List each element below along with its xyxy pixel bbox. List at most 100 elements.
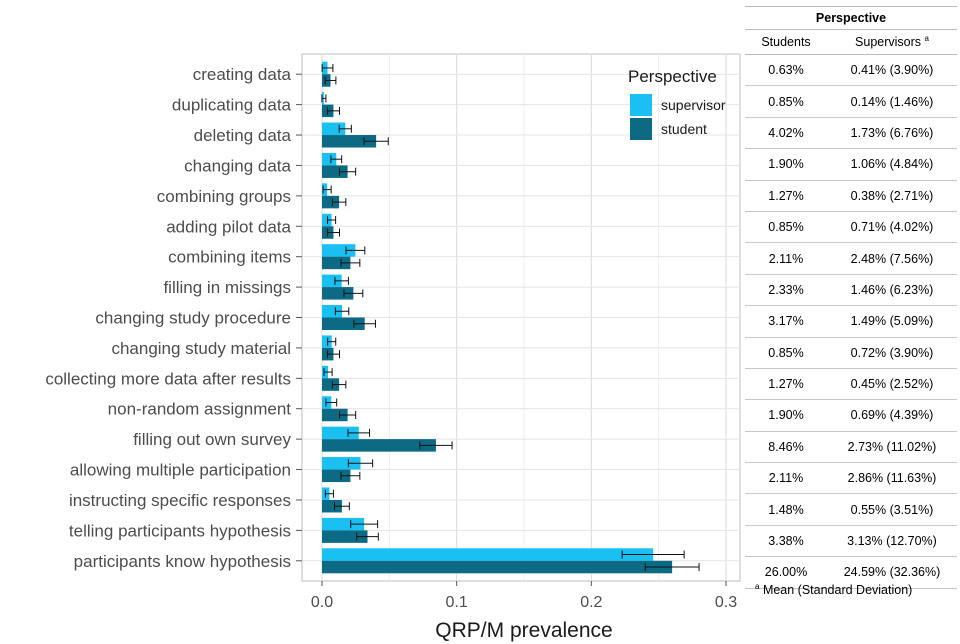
bar-supervisor-changing-data	[322, 152, 337, 166]
cell-students: 0.63%	[745, 54, 827, 87]
table-row: 3.38% 3.13% (12.70%)	[745, 525, 957, 558]
cell-supervisors: 2.73% (11.02%)	[827, 431, 957, 464]
cell-students: 3.17%	[745, 305, 827, 338]
cell-supervisors: 0.55% (3.51%)	[827, 493, 957, 526]
column-header-footnote-mark: a	[924, 34, 929, 44]
bar-chart: creating data duplicating data deleting da…	[45, 53, 741, 642]
table-row: 0.85% 0.14% (1.46%)	[745, 85, 957, 118]
category-labels: creating data duplicating data deleting da…	[45, 65, 302, 571]
bar-student-changing-data	[322, 165, 348, 178]
x-axis-title: QRP/M prevalence	[435, 619, 612, 642]
category-label-allowing-multiple-participation: allowing multiple participation	[70, 461, 291, 480]
prevalence-table: Perspective Students Supervisors a 0.63%…	[745, 6, 957, 589]
bar-student-collecting-more-data-after-results	[322, 378, 340, 391]
cell-supervisors: 1.46% (6.23%)	[827, 274, 957, 307]
table-row: 1.27% 0.45% (2.52%)	[745, 368, 957, 401]
error-bars	[321, 63, 700, 572]
category-label-instructing-specific-responses: instructing specific responses	[69, 491, 291, 510]
table-title: Perspective	[745, 6, 957, 30]
table-row: 4.02% 1.73% (6.76%)	[745, 117, 957, 150]
cell-supervisors: 24.59% (32.36%)	[827, 556, 957, 589]
cell-supervisors: 1.73% (6.76%)	[827, 117, 957, 150]
category-label-non-random-assignment: non-random assignment	[108, 400, 292, 419]
cell-supervisors: 3.13% (12.70%)	[827, 525, 957, 558]
table-row: 8.46% 2.73% (11.02%)	[745, 431, 957, 464]
category-label-combining-groups: combining groups	[157, 187, 291, 206]
bar-student-participants-know-hypothesis	[322, 560, 673, 574]
category-label-combining-items: combining items	[168, 248, 291, 267]
bar-supervisor-combining-items	[322, 244, 356, 257]
table-row: 2.33% 1.46% (6.23%)	[745, 274, 957, 307]
x-tick-label-0-2: 0.2	[580, 594, 602, 611]
category-label-deleting-data: deleting data	[194, 126, 292, 145]
bar-student-combining-groups	[322, 195, 340, 209]
cell-students: 8.46%	[745, 431, 827, 464]
category-label-duplicating-data: duplicating data	[172, 96, 292, 115]
table-body: 0.63% 0.41% (3.90%) 0.85% 0.14% (1.46%) 4.02…	[745, 54, 957, 589]
category-label-creating-data: creating data	[193, 65, 292, 84]
bar-supervisor-filling-out-own-survey	[322, 426, 359, 440]
cell-students: 1.48%	[745, 493, 827, 526]
category-label-collecting-more-data-after-results: collecting more data after results	[45, 369, 291, 388]
cell-students: 0.85%	[745, 85, 827, 118]
category-label-participants-know-hypothesis: participants know hypothesis	[74, 552, 291, 571]
cell-students: 1.90%	[745, 148, 827, 181]
legend-label-student: student	[661, 121, 707, 137]
table-row: 2.11% 2.86% (11.63%)	[745, 462, 957, 495]
cell-supervisors: 0.69% (4.39%)	[827, 399, 957, 432]
cell-supervisors: 0.71% (4.02%)	[827, 211, 957, 244]
cell-students: 1.90%	[745, 399, 827, 432]
category-label-changing-data: changing data	[184, 156, 291, 175]
cell-students: 4.02%	[745, 117, 827, 150]
x-tick-labels: 0.0 0.1 0.2 0.3	[311, 581, 737, 611]
bar-student-combining-items	[322, 256, 351, 270]
cell-supervisors: 2.48% (7.56%)	[827, 242, 957, 275]
cell-students: 1.27%	[745, 368, 827, 401]
bar-supervisor-allowing-multiple-participation	[322, 457, 361, 470]
legend-label-supervisor: supervisor	[661, 97, 726, 113]
cell-supervisors: 0.45% (2.52%)	[827, 368, 957, 401]
bar-supervisor-participants-know-hypothesis	[322, 548, 654, 561]
cell-supervisors: 0.72% (3.90%)	[827, 337, 957, 369]
bar-supervisor-telling-participants-hypothesis	[322, 517, 365, 531]
x-tick-label-0-1: 0.1	[446, 594, 468, 611]
table-row: 0.63% 0.41% (3.90%)	[745, 54, 957, 87]
cell-supervisors: 1.06% (4.84%)	[827, 148, 957, 181]
cell-students: 0.85%	[745, 337, 827, 369]
bar-supervisor-filling-in-missings	[322, 274, 342, 288]
table-row: 0.85% 0.71% (4.02%)	[745, 211, 957, 244]
bar-student-non-random-assignment	[322, 408, 348, 422]
cell-students: 3.38%	[745, 525, 827, 558]
bar-student-filling-out-own-survey	[322, 439, 436, 452]
bar-student-telling-participants-hypothesis	[322, 530, 368, 543]
footnote-mark: a	[755, 582, 760, 591]
cell-students: 0.85%	[745, 211, 827, 244]
cell-students: 2.33%	[745, 274, 827, 307]
cell-supervisors: 0.14% (1.46%)	[827, 85, 957, 118]
legend-key-student	[630, 118, 652, 140]
category-label-changing-study-procedure: changing study procedure	[95, 309, 291, 328]
column-header-students: Students	[745, 29, 827, 55]
bar-supervisor-changing-study-material	[322, 335, 332, 348]
bar-student-instructing-specific-responses	[322, 499, 342, 513]
category-label-changing-study-material: changing study material	[111, 339, 291, 358]
legend-title: Perspective	[628, 67, 717, 86]
bar-supervisor-adding-pilot-data	[322, 213, 332, 227]
cell-students: 1.27%	[745, 180, 827, 212]
table-row: 26.00% 24.59% (32.36%)	[745, 556, 957, 589]
bar-student-filling-in-missings	[322, 287, 354, 300]
table-row: 3.17% 1.49% (5.09%)	[745, 305, 957, 338]
cell-students: 2.11%	[745, 462, 827, 495]
table-row: 1.90% 0.69% (4.39%)	[745, 399, 957, 432]
table-row: 1.48% 0.55% (3.51%)	[745, 493, 957, 526]
cell-supervisors: 1.49% (5.09%)	[827, 305, 957, 338]
cell-supervisors: 0.38% (2.71%)	[827, 180, 957, 212]
cell-supervisors: 2.86% (11.63%)	[827, 462, 957, 495]
table-row: 1.27% 0.38% (2.71%)	[745, 180, 957, 212]
x-tick-label-0-0: 0.0	[311, 594, 333, 611]
column-header-supervisors: Supervisors a	[827, 29, 957, 55]
column-header-supervisors-label: Supervisors	[855, 35, 922, 50]
category-label-filling-in-missings: filling in missings	[163, 278, 291, 297]
cell-students: 2.11%	[745, 242, 827, 275]
bar-student-allowing-multiple-participation	[322, 469, 351, 483]
